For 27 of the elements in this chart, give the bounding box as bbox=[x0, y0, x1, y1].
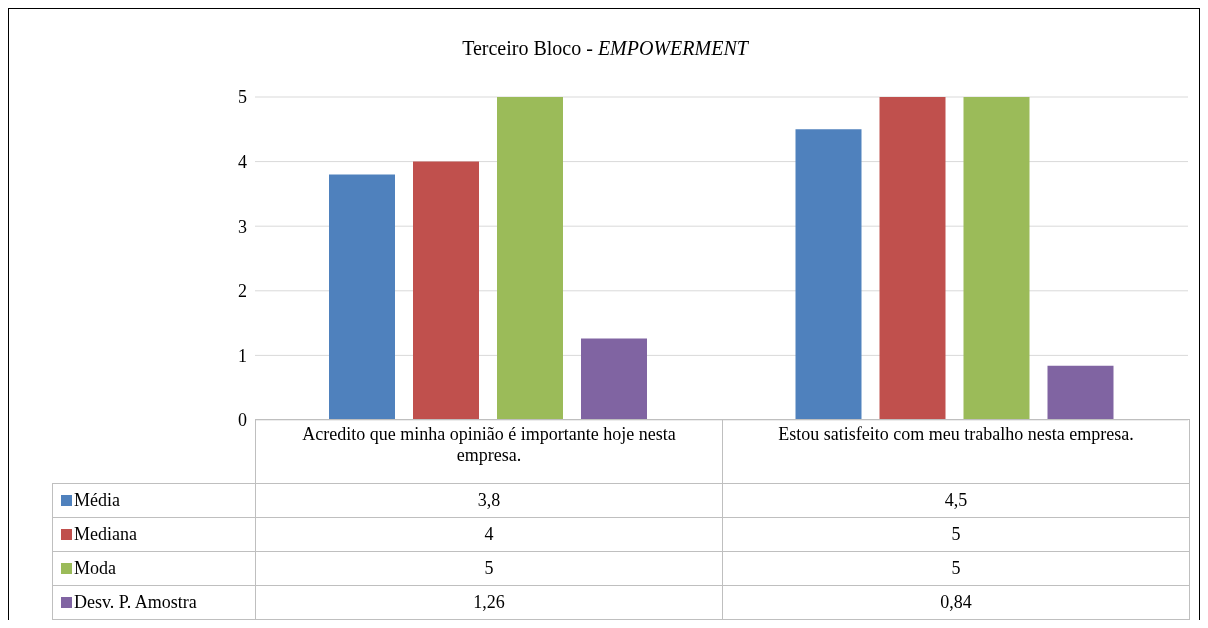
bar bbox=[413, 161, 479, 420]
data-label: 4,5 bbox=[722, 483, 1190, 518]
bar bbox=[329, 174, 395, 420]
bar bbox=[497, 97, 563, 420]
data-label: 0,84 bbox=[722, 585, 1190, 620]
data-label: 5 bbox=[722, 551, 1190, 586]
y-tick-label: 0 bbox=[238, 410, 247, 431]
y-tick-label: 1 bbox=[238, 345, 247, 366]
bar bbox=[795, 129, 862, 420]
legend-label: Desv. P. Amostra bbox=[52, 585, 256, 620]
x-tick-label: Acredito que minha opinião é importante hoje nesta empresa. bbox=[255, 419, 723, 484]
legend-label: Moda bbox=[52, 551, 256, 586]
y-tick-label: 4 bbox=[238, 151, 247, 172]
bar bbox=[1047, 365, 1114, 420]
y-tick-label: 2 bbox=[238, 281, 247, 302]
data-label: 1,26 bbox=[255, 585, 723, 620]
bar bbox=[879, 97, 946, 420]
legend-label: Média bbox=[52, 483, 256, 518]
y-tick-label: 3 bbox=[238, 216, 247, 237]
data-label: 3,8 bbox=[255, 483, 723, 518]
y-tick-label: 5 bbox=[238, 87, 247, 108]
bar bbox=[581, 338, 647, 420]
bar bbox=[963, 97, 1030, 420]
data-label: 5 bbox=[722, 517, 1190, 552]
chart-title: Terceiro Bloco - EMPOWERMENT bbox=[462, 37, 748, 59]
x-tick-label: Estou satisfeito com meu trabalho nesta empresa. bbox=[722, 419, 1190, 484]
legend-label: Mediana bbox=[52, 517, 256, 552]
